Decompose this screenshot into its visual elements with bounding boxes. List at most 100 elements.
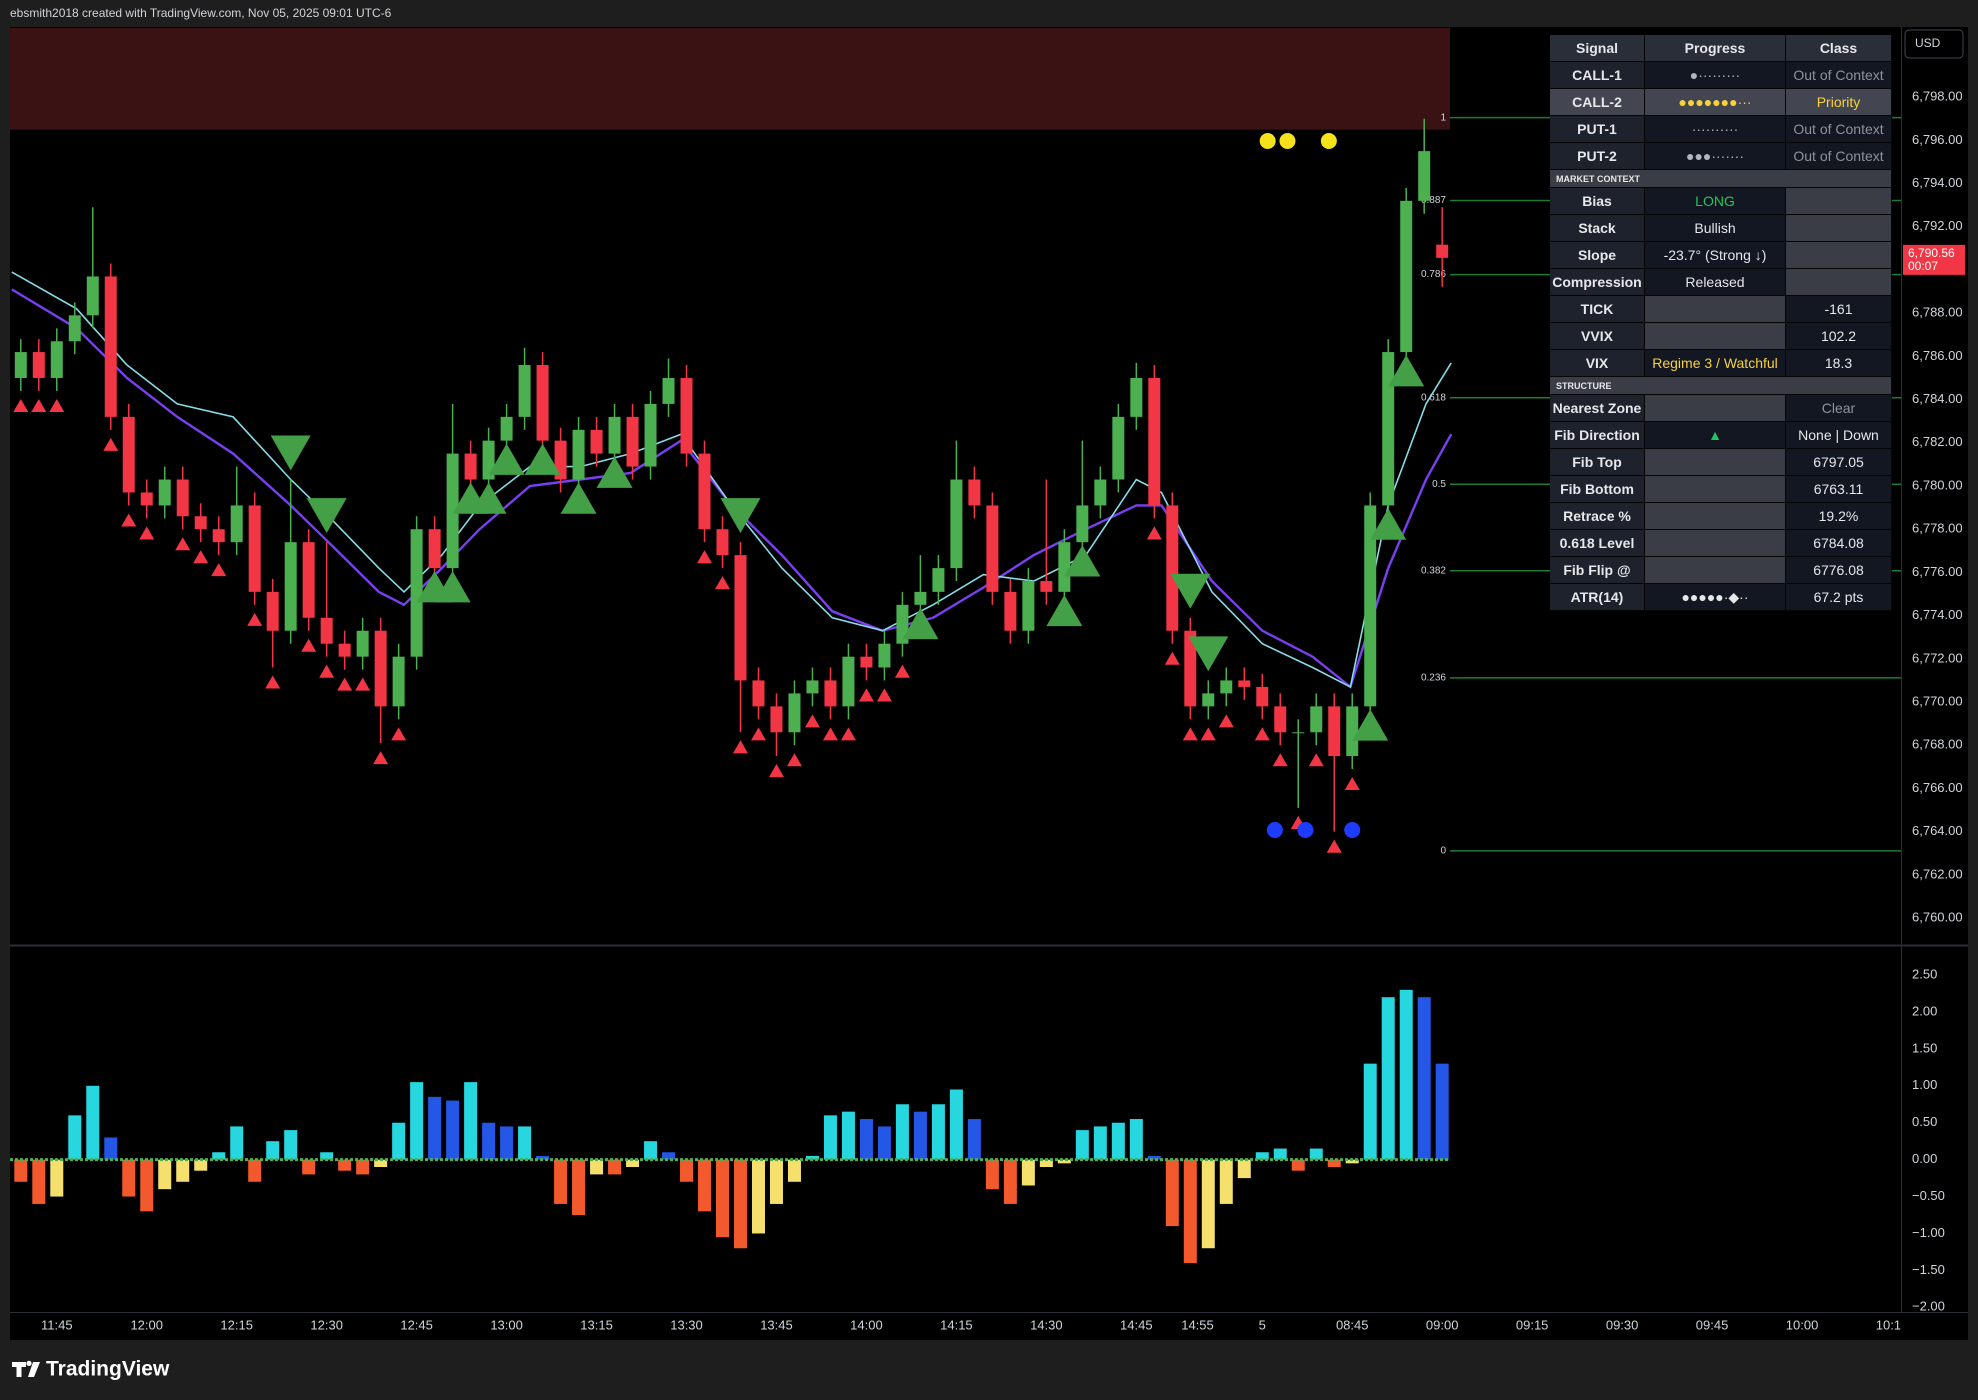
buy-signal: [560, 482, 597, 514]
candle-body: [410, 529, 423, 657]
histogram-bar: [1165, 1159, 1179, 1227]
sell-signal: [1308, 753, 1324, 767]
table-cell: ●●●●●●●···: [1645, 89, 1786, 116]
candle-body: [932, 568, 945, 592]
oscillator-tick-label: 2.50: [1912, 966, 1937, 981]
histogram-bar: [1039, 1159, 1053, 1168]
histogram-bar: [1273, 1148, 1287, 1160]
sell-signal: [732, 740, 748, 754]
table-cell: 6797.05: [1786, 449, 1892, 476]
sell-signal: [858, 688, 874, 702]
trend-signal: [270, 435, 311, 471]
table-cell: ▲: [1645, 422, 1786, 449]
moving-average: [11, 271, 1452, 689]
yellow-dot: [1259, 133, 1276, 149]
table-cell: Priority: [1786, 89, 1892, 116]
histogram-bar: [985, 1159, 999, 1190]
candle-body: [140, 492, 153, 506]
candle-body: [158, 479, 171, 506]
candle-body: [320, 617, 333, 644]
histogram-bar: [392, 1122, 406, 1160]
table-cell: 19.2%: [1786, 503, 1892, 530]
table-cell: Out of Context: [1786, 62, 1892, 89]
fib-zone-band: [10, 28, 1450, 130]
candle-body: [716, 529, 729, 556]
histogram-bar: [50, 1159, 64, 1197]
candle-body: [1184, 630, 1197, 707]
buy-signal: [524, 443, 561, 475]
fib-label: 0.5: [1432, 479, 1446, 490]
candle-body: [590, 429, 603, 454]
row-label: Fib Direction: [1550, 422, 1645, 449]
table-header: Signal Progress Class: [1550, 35, 1892, 62]
sell-signal: [1254, 727, 1270, 741]
row-label: PUT-2: [1550, 143, 1645, 170]
table-row: Nearest Zone Clear: [1550, 395, 1892, 422]
histogram-bar: [1129, 1119, 1143, 1160]
table-cell: 6776.08: [1786, 557, 1892, 584]
sell-signal: [373, 751, 389, 765]
table-cell: ●●●·······: [1645, 143, 1786, 170]
candle-body: [500, 416, 513, 441]
candle-body: [1040, 581, 1053, 592]
table-row: Slope -23.7° (Strong ↓): [1550, 242, 1892, 269]
histogram-bar: [176, 1159, 190, 1182]
table-row: Fib Top 6797.05: [1550, 449, 1892, 476]
time-tick-label: 12:30: [310, 1317, 343, 1332]
table-cell: [1645, 476, 1786, 503]
table-cell: 18.3: [1786, 350, 1892, 377]
sell-signal: [786, 753, 802, 767]
table-row: PUT-1 ·········· Out of Context: [1550, 116, 1892, 143]
candle-body: [824, 680, 837, 707]
table-cell: [1645, 449, 1786, 476]
candle-body: [986, 505, 999, 592]
candle-body: [1400, 200, 1413, 353]
histogram-bar: [1291, 1159, 1305, 1171]
candle-body: [1094, 479, 1107, 506]
candle-body: [374, 630, 387, 707]
price-tick-label: 6,784.00: [1912, 391, 1963, 406]
trend-signal: [720, 498, 761, 533]
table-cell: Released: [1645, 269, 1786, 296]
currency-button[interactable]: [1904, 29, 1964, 59]
row-label: CALL-1: [1550, 62, 1645, 89]
histogram-bar: [68, 1115, 82, 1160]
time-tick-label: 14:55: [1181, 1317, 1214, 1332]
histogram-bar: [86, 1085, 100, 1160]
candle-body: [968, 479, 981, 506]
candle-body: [50, 341, 63, 378]
histogram-bar: [284, 1130, 298, 1160]
candle-body: [428, 529, 441, 569]
price-tick-label: 6,788.00: [1912, 305, 1963, 320]
candle-body: [770, 706, 783, 733]
table-cell: [1786, 215, 1892, 242]
candle-body: [212, 529, 225, 543]
histogram-bar: [608, 1159, 622, 1175]
candle-body: [644, 403, 657, 467]
histogram-bar: [1219, 1159, 1233, 1204]
histogram-bar: [248, 1159, 262, 1182]
table-row: PUT-2 ●●●······· Out of Context: [1550, 143, 1892, 170]
histogram-bar: [698, 1159, 712, 1212]
histogram-bar: [913, 1111, 927, 1160]
candle-body: [806, 680, 819, 694]
price-tick-label: 6,798.00: [1912, 89, 1963, 104]
fib-label: 0.382: [1421, 565, 1446, 576]
buy-signal: [1388, 355, 1425, 387]
table-cell: None | Down: [1786, 422, 1892, 449]
histogram-bar: [841, 1111, 855, 1160]
table-section: STRUCTURE: [1550, 377, 1892, 395]
sell-signal: [319, 664, 335, 678]
row-label: CALL-2: [1550, 89, 1645, 116]
histogram-bar: [895, 1104, 909, 1160]
row-label: TICK: [1550, 296, 1645, 323]
sell-signal: [193, 550, 209, 564]
histogram-bar: [715, 1159, 729, 1238]
candle-body: [1202, 693, 1215, 707]
table-cell: [1786, 242, 1892, 269]
sell-signal: [714, 576, 730, 590]
trend-signal: [1188, 636, 1229, 672]
sell-signal: [768, 764, 784, 778]
histogram-bar: [230, 1126, 244, 1160]
yellow-dot: [1279, 133, 1296, 149]
